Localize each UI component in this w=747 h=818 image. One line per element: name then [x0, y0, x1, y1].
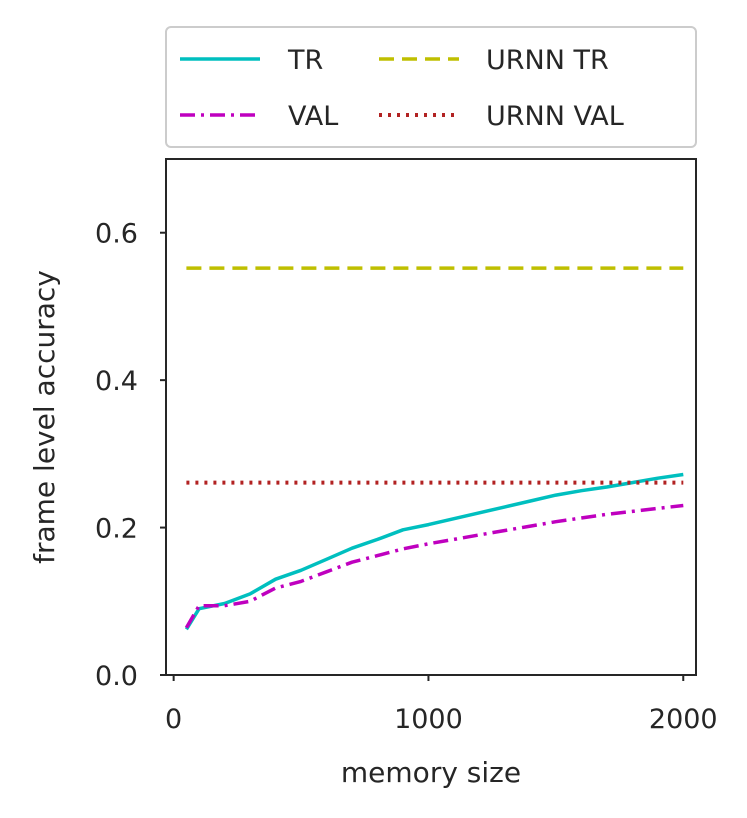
y-tick-label: 0.2: [95, 514, 138, 545]
x-tick-label: 2000: [649, 704, 718, 735]
series-layer: [184, 266, 684, 631]
legend-frame: [165, 26, 697, 148]
legend-label-urnn-val: URNN VAL: [486, 101, 624, 132]
legend-label-tr: TR: [287, 45, 323, 76]
y-tick-label: 0.6: [95, 219, 138, 250]
x-axis-title: memory size: [341, 756, 521, 789]
y-tick-label: 0.0: [95, 661, 138, 692]
plot-frame: [165, 158, 697, 676]
x-axis: 0 1000 2000: [165, 675, 718, 735]
legend: TR VAL URNN TR URNN VAL: [165, 26, 697, 148]
y-tick-label: 0.4: [95, 366, 138, 397]
x-tick-label: 0: [165, 704, 182, 735]
legend-label-val: VAL: [288, 101, 338, 132]
y-axis: 0.0 0.2 0.4 0.6: [95, 219, 166, 692]
y-axis-title: frame level accuracy: [28, 270, 61, 564]
plot-area: [165, 158, 697, 676]
series-line-tr: [184, 472, 684, 631]
legend-label-urnn-tr: URNN TR: [486, 45, 609, 76]
x-tick-label: 1000: [394, 704, 463, 735]
